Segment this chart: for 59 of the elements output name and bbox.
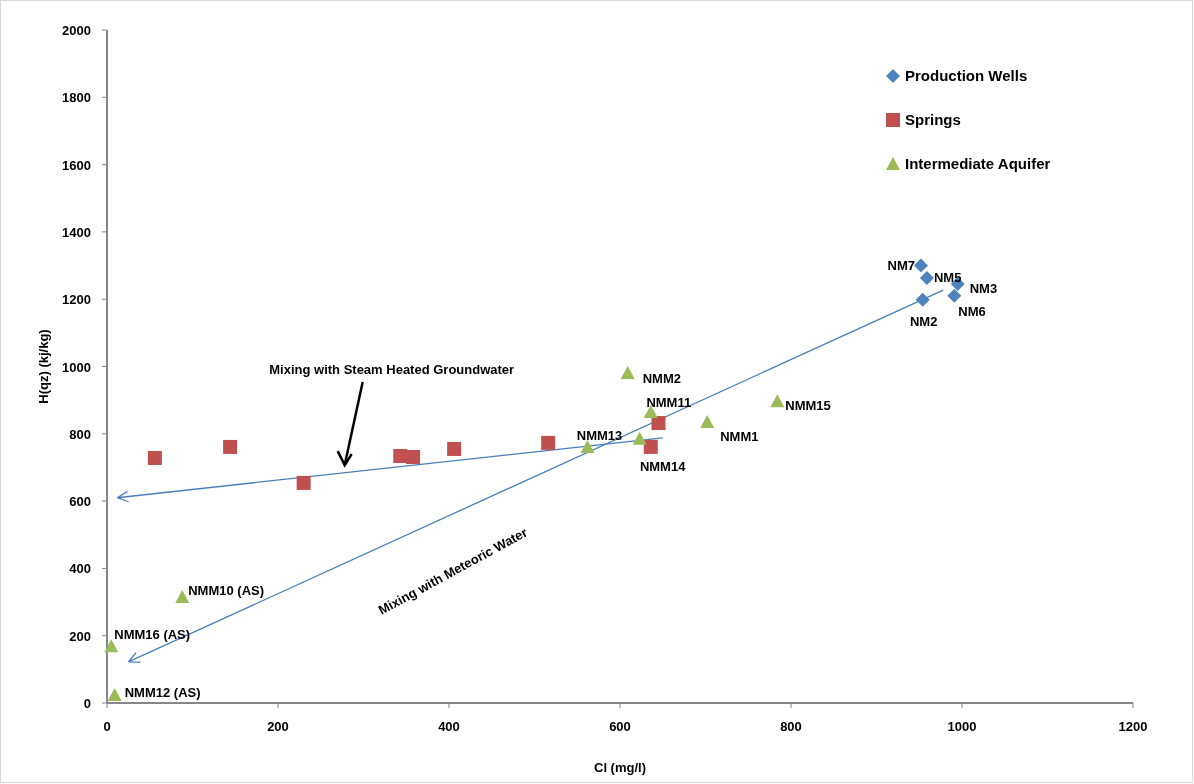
annotation: NMM2 [642,370,681,386]
x-tick-label: 600 [609,719,631,734]
point [651,416,666,431]
y-tick-label: 200 [69,628,91,644]
point [393,449,408,464]
y-tick-label: 1800 [62,90,91,106]
annotation: NMM16 (AS) [114,627,191,643]
x-tick-label: 200 [267,719,289,734]
point [913,258,928,273]
annotation: NM6 [958,303,986,319]
y-axis-title: H(qz) (kj/kg) [36,329,51,404]
y-tick-label: 400 [69,561,91,577]
point [147,451,162,466]
y-tick-label: 800 [69,426,91,442]
point [947,288,962,303]
annotation: NMM15 [785,398,831,414]
annotation: NMM13 [576,427,623,443]
point [700,415,715,429]
x-axis-title: Cl (mg/l) [594,760,646,775]
x-tick-label: 1200 [1118,719,1148,734]
point [919,271,934,285]
y-tick-label: 1000 [62,359,91,375]
y-tick-label: 1200 [62,292,91,308]
x-tick-label: 0 [103,719,111,734]
point [223,439,238,454]
annotation: NMM10 (AS) [188,583,265,598]
annotation: NMM11 [646,394,692,410]
x-tick-label: 800 [780,719,802,734]
point [104,639,119,653]
legend-label: Production Wells [905,67,1028,84]
legend-label: Springs [905,111,961,128]
annotation: NMM12 (AS) [124,684,201,700]
point [175,590,190,603]
point [770,394,785,408]
point [620,365,635,379]
point [296,475,311,490]
x-tick-label: 400 [438,719,460,734]
annotation: NMM1 [720,429,759,445]
point [406,450,421,465]
annotation: NMM14 [639,458,687,474]
annotation: NM7 [887,257,915,273]
annotation: NM5 [933,270,962,285]
annotation: Mixing with Steam Heated Groundwater [269,362,515,378]
y-tick-label: 1600 [62,157,91,173]
point [643,439,658,454]
y-tick-label: 2000 [62,23,91,38]
x-tick-label: 1000 [947,719,977,734]
point [632,431,647,445]
point [915,292,930,307]
y-tick-label: 600 [69,494,91,510]
legend-label: Intermediate Aquifer [905,155,1051,172]
point [580,439,595,453]
point [107,687,122,701]
annotation: NM2 [909,313,938,329]
point [447,441,462,456]
point [541,435,556,450]
y-tick-label: 1400 [62,224,91,240]
y-tick-label: 0 [83,696,91,711]
annotation: NM3 [969,281,998,297]
